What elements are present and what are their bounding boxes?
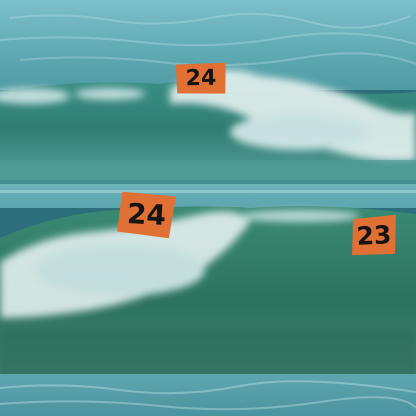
seam-line	[0, 190, 416, 193]
tag-background	[117, 191, 177, 239]
tag-text: 24	[126, 197, 167, 232]
tag-text: 24	[185, 65, 217, 91]
lower-wave-shadow	[0, 330, 416, 380]
label-tag: 23	[350, 214, 398, 256]
bottom-water	[0, 374, 416, 416]
middle-water	[0, 184, 416, 208]
bottom-ripples	[0, 380, 416, 411]
label-tag: 24	[175, 62, 227, 95]
label-tag: 24	[117, 191, 177, 239]
tag-text: 23	[355, 220, 393, 251]
tag-background	[175, 62, 226, 94]
lower-wave-foam	[0, 210, 360, 318]
upper-wave-base	[0, 160, 416, 184]
tag-background	[351, 214, 396, 256]
upper-wave-foam	[0, 70, 416, 162]
